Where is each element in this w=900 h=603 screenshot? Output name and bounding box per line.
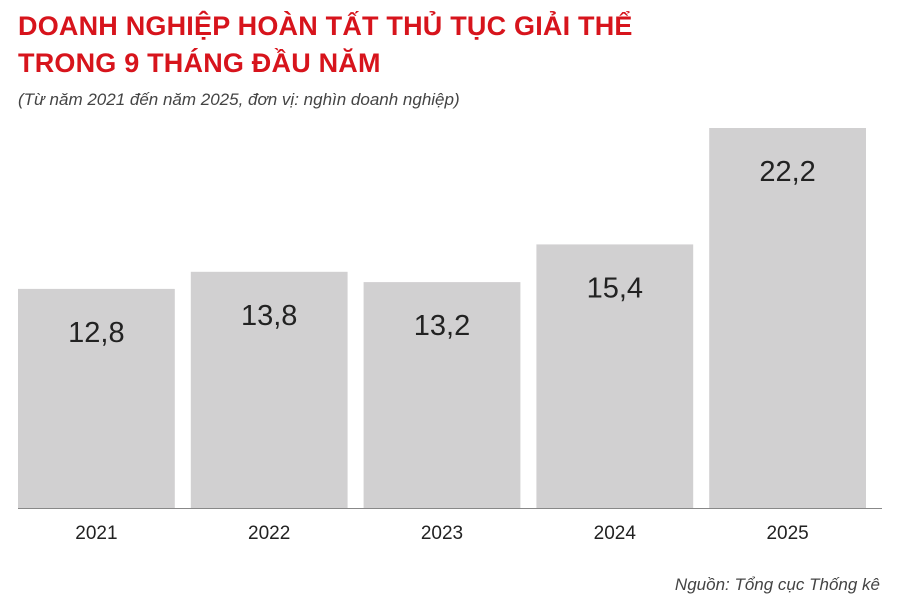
data-label-2021: 12,8: [68, 317, 124, 349]
data-label-2023: 13,2: [414, 310, 470, 342]
bar-2022: [190, 271, 348, 508]
chart-title-line-2: TRONG 9 THÁNG ĐẦU NĂM: [18, 48, 381, 78]
source-note: Nguồn: Tổng cục Thống kê: [674, 575, 880, 594]
x-tick-label-2025: 2025: [766, 523, 808, 544]
bar-2024: [536, 244, 694, 508]
data-label-2024: 15,4: [587, 272, 643, 304]
x-tick-label-2023: 2023: [421, 523, 463, 544]
chart-title-line-1: DOANH NGHIỆP HOÀN TẤT THỦ TỤC GIẢI THỂ: [18, 11, 633, 41]
bar-2021: [18, 288, 175, 508]
data-label-2022: 13,8: [241, 300, 297, 332]
chart-title: DOANH NGHIỆP HOÀN TẤT THỦ TỤC GIẢI THỂ T…: [18, 8, 878, 82]
chart-subtitle: (Từ năm 2021 đến năm 2025, đơn vị: nghìn…: [18, 90, 460, 109]
bar-2025: [709, 128, 866, 508]
x-tick-label-2024: 2024: [594, 523, 637, 544]
x-tick-label-2022: 2022: [248, 523, 290, 544]
bar-2023: [363, 282, 521, 508]
x-tick-label-2021: 2021: [75, 523, 117, 544]
data-label-2025: 22,2: [759, 156, 815, 188]
